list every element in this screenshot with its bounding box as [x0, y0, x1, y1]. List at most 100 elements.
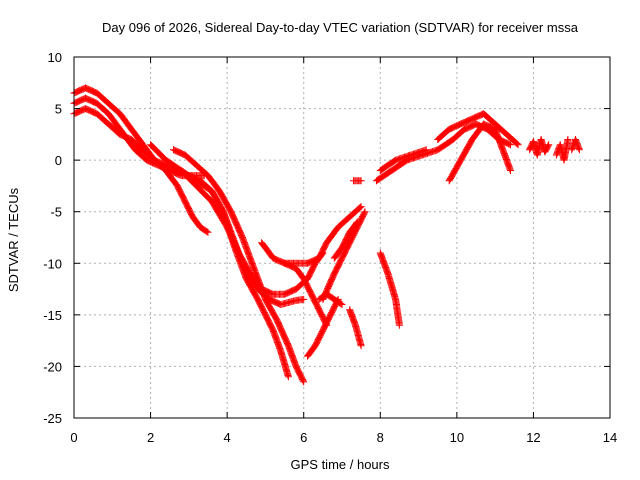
data-point-trace [181, 197, 196, 220]
data-point [422, 146, 430, 154]
data-point-trace [242, 275, 261, 302]
data-point-trace [227, 208, 246, 240]
grid-lines [74, 57, 610, 418]
y-tick-label: -5 [50, 205, 62, 220]
data-point-trace [82, 94, 100, 107]
series-arc-22 [568, 136, 583, 154]
x-tick-label: 8 [377, 430, 384, 445]
series-arc-11 [304, 295, 342, 360]
plot-frame [73, 56, 611, 419]
y-tick-label: 5 [55, 102, 62, 117]
data-point [361, 208, 369, 216]
data-point [204, 228, 212, 236]
data-point [545, 141, 553, 149]
data-point-trace [330, 255, 345, 278]
data-point-trace [189, 213, 204, 230]
data-point-trace [127, 125, 146, 148]
data-point-trace [346, 224, 361, 247]
data-point-trace [304, 255, 322, 267]
data-point-trace [480, 110, 498, 127]
x-tick-label: 6 [300, 430, 307, 445]
y-tick-label: -25 [43, 411, 62, 426]
data-point-trace [204, 172, 223, 194]
data-point-trace [468, 121, 487, 143]
data-point-trace [105, 120, 123, 137]
data-point-trace [261, 295, 280, 323]
data-point-trace [346, 306, 359, 328]
data-point-trace [181, 151, 200, 168]
data-point-trace [445, 157, 464, 185]
data-point-trace [388, 157, 410, 174]
data-point-trace [239, 234, 257, 271]
y-tick-label: 0 [55, 153, 62, 168]
data-point-trace [292, 264, 307, 282]
data-point-trace [223, 223, 242, 256]
data-point-trace [127, 136, 146, 153]
data-point-trace [258, 239, 276, 261]
data-point-trace [116, 110, 135, 132]
data-point-trace [327, 297, 342, 319]
data-point-trace [491, 125, 506, 153]
data-point-trace [265, 295, 284, 308]
data-point-trace [338, 230, 353, 252]
data-point-trace [304, 343, 318, 360]
data-point [395, 321, 403, 329]
data-point [357, 203, 365, 211]
y-tick-label: -15 [43, 308, 62, 323]
data-point-trace [105, 110, 119, 127]
data-point-trace [449, 126, 468, 143]
data-point-trace [434, 136, 456, 154]
data-point-trace [281, 286, 299, 298]
x-tick-label: 14 [603, 430, 617, 445]
data-point-trace [193, 182, 215, 204]
data-point-trace [131, 146, 150, 163]
data-point-trace [323, 290, 337, 303]
y-tick-label: 10 [48, 50, 62, 65]
data-point-trace [261, 311, 276, 333]
y-tick-label: -20 [43, 359, 62, 374]
plot-points [70, 84, 583, 386]
data-point [507, 167, 514, 174]
data-point-trace [376, 157, 398, 174]
data-point-trace [166, 167, 184, 179]
data-point-trace [351, 321, 365, 348]
data-point [300, 378, 308, 386]
data-point-trace [491, 120, 510, 137]
data-point [338, 301, 346, 308]
series-arc-19 [376, 146, 430, 174]
data-point-trace [384, 270, 399, 302]
data-point-trace [284, 342, 300, 369]
series-arc-4 [170, 146, 308, 386]
data-point-trace [373, 167, 395, 185]
data-point-trace [246, 270, 265, 292]
y-axis-label: SDTVAR / TECUs [6, 187, 21, 292]
data-point-trace [82, 84, 100, 97]
data-point-trace [346, 219, 360, 236]
data-point-trace [392, 151, 414, 164]
data-point-trace [541, 142, 552, 156]
data-point-trace [300, 275, 315, 297]
data-point-trace [403, 151, 425, 164]
data-point-trace [208, 187, 227, 215]
series-arc-18 [445, 120, 514, 185]
data-point-trace [177, 167, 200, 189]
data-point-trace [457, 137, 475, 164]
data-point-trace [376, 249, 391, 276]
data-point-trace [346, 203, 364, 221]
data-point-trace [193, 161, 211, 179]
data-point-trace [196, 177, 215, 194]
data-point-trace [392, 295, 403, 328]
chart-title: Day 096 of 2026, Sidereal Day-to-day VTE… [102, 20, 579, 35]
x-tick-label: 12 [526, 430, 540, 445]
series-arc-9 [281, 259, 331, 329]
data-point-trace [334, 214, 353, 231]
data-point-trace [93, 89, 111, 107]
axis-ticks: 0 2 4 6 8 10 12 14 10 5 0 -5 -10 -15 -20 -25 [43, 50, 617, 445]
data-point-trace [93, 110, 111, 127]
data-point-trace [503, 130, 521, 148]
data-point-trace [216, 187, 234, 215]
data-point-trace [323, 224, 341, 247]
data-point-trace [258, 285, 276, 298]
data-point-trace [338, 240, 353, 262]
